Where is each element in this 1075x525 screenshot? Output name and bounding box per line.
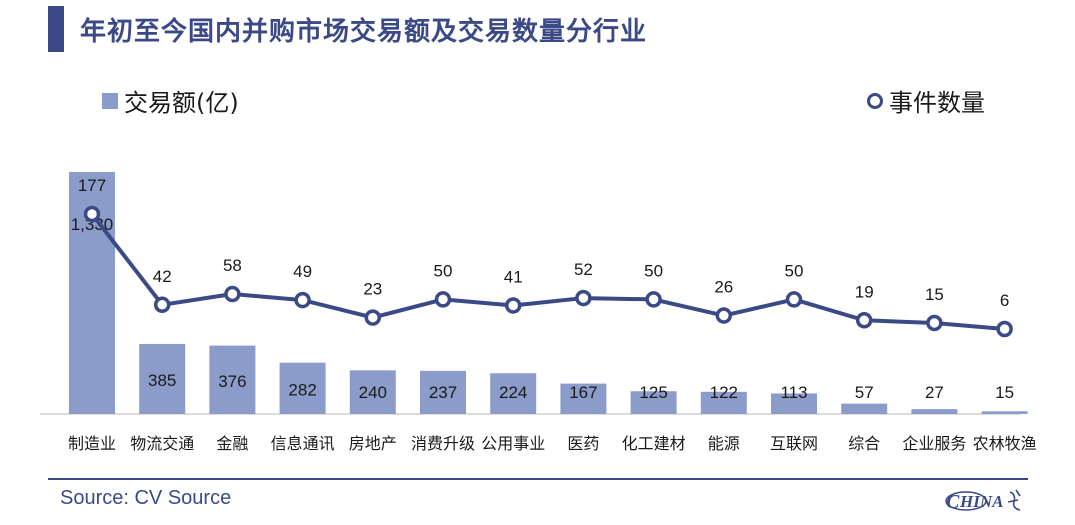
x-tick-label: 互联网 <box>770 434 818 453</box>
bar-value-label: 376 <box>218 372 246 391</box>
line-point <box>645 291 662 308</box>
bar-value-label: 122 <box>710 383 738 402</box>
logo-text: HINA <box>959 492 1003 511</box>
bar-value-label: 385 <box>148 371 176 390</box>
x-tick-label: 公用事业 <box>481 434 545 453</box>
line-value-label: 26 <box>714 278 733 297</box>
chart-title: 年初至今国内并购市场交易额及交易数量分行业 <box>80 17 648 47</box>
line-value-label: 177 <box>78 176 106 195</box>
bar-value-label: 57 <box>855 383 874 402</box>
line-point <box>715 307 733 324</box>
legend-bars: 交易额(亿) <box>102 83 239 118</box>
line-point <box>153 296 171 314</box>
svg-text:C: C <box>946 491 960 513</box>
x-tick-label: 综合 <box>848 434 880 453</box>
line-point <box>224 285 241 303</box>
bar <box>911 409 958 414</box>
line-value-label: 41 <box>504 267 523 286</box>
x-tick-label: 房地产 <box>349 434 397 453</box>
legend-bar-swatch <box>102 92 118 109</box>
x-tick-label: 化工建材 <box>622 434 686 453</box>
x-tick-label: 信息通讯 <box>271 434 335 453</box>
x-tick-label: 消费升级 <box>411 434 475 453</box>
bar-value-label: 224 <box>499 383 527 402</box>
bar-value-label: 15 <box>995 383 1014 402</box>
line-point <box>364 309 382 326</box>
source-note: Source: CV Source <box>60 487 232 509</box>
bar-value-label: 113 <box>780 383 807 402</box>
x-tick-label: 农林牧渔 <box>973 434 1037 453</box>
line-point <box>996 320 1013 338</box>
bar <box>420 370 466 414</box>
line-value-label: 23 <box>363 280 382 299</box>
x-tick-label: 能源 <box>708 434 740 453</box>
line-point <box>294 291 311 309</box>
x-tick-label: 医药 <box>567 434 599 453</box>
bar <box>490 373 537 414</box>
line-value-label: 50 <box>785 261 804 280</box>
legend-line-label: 事件数量 <box>889 89 985 117</box>
line-point <box>926 314 943 332</box>
line-point <box>83 205 101 223</box>
line-point <box>575 289 592 307</box>
bar <box>279 362 326 414</box>
legend-line-marker <box>867 92 883 109</box>
footer-divider <box>48 478 1028 480</box>
legend-line: 事件数量 <box>867 83 985 118</box>
bar <box>349 370 396 414</box>
bar <box>209 345 256 414</box>
china-logo: C HINA <box>945 489 1021 513</box>
x-tick-label: 企业服务 <box>902 434 966 453</box>
bar-value-label: 282 <box>288 380 316 399</box>
line-value-label: 6 <box>1000 291 1009 310</box>
line-point <box>434 291 452 308</box>
line-value-label: 15 <box>925 285 944 304</box>
line-value-label: 49 <box>293 262 312 281</box>
bar <box>771 393 817 414</box>
line-value-label: 50 <box>644 261 663 280</box>
bar <box>139 343 186 414</box>
line-point <box>785 291 803 308</box>
line-value-label: 50 <box>434 261 453 280</box>
line-point <box>504 297 522 314</box>
line-value-label: 58 <box>223 256 242 275</box>
bar-value-label: 27 <box>925 383 944 402</box>
series-line <box>90 212 1005 331</box>
bar-value-label: 125 <box>639 383 667 402</box>
bar-value-label: 167 <box>569 383 597 402</box>
title-accent-bar <box>48 6 64 52</box>
bar <box>560 383 607 414</box>
bar <box>841 403 888 414</box>
x-tick-label: 制造业 <box>68 434 116 453</box>
line-point <box>855 312 873 329</box>
bar <box>630 391 677 414</box>
bar <box>700 391 747 414</box>
legend-bar-label: 交易额(亿) <box>124 89 239 117</box>
x-tick-label: 金融 <box>216 434 248 453</box>
line-value-label: 52 <box>574 260 593 279</box>
line-value-label: 42 <box>153 267 172 286</box>
bar-value-label: 240 <box>359 383 387 402</box>
line-value-label: 19 <box>855 282 874 301</box>
bar <box>981 411 1028 414</box>
x-tick-label: 物流交通 <box>130 434 194 453</box>
bar-value-label: 237 <box>429 383 457 402</box>
